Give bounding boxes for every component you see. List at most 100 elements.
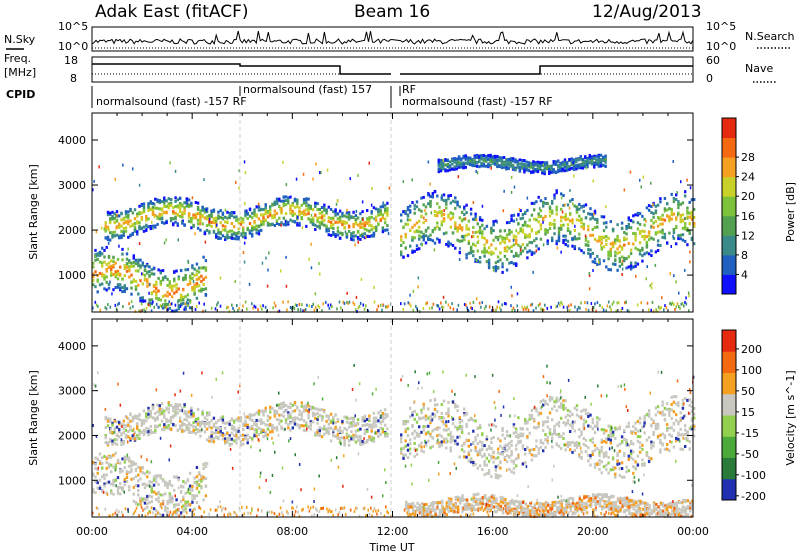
echo-cell bbox=[165, 407, 168, 411]
echo-cell bbox=[544, 201, 547, 205]
freq-line bbox=[92, 63, 693, 75]
echo-cell bbox=[379, 212, 382, 215]
echo-cell bbox=[496, 158, 499, 162]
echo-cell bbox=[193, 292, 196, 296]
echo-cell bbox=[239, 434, 243, 438]
echo-cell bbox=[620, 255, 624, 259]
echo-cell bbox=[668, 215, 671, 219]
echo-cell bbox=[521, 223, 525, 227]
echo-cell bbox=[137, 292, 140, 296]
echo-cell bbox=[354, 422, 358, 426]
echo-cell bbox=[157, 268, 160, 272]
nsky-trace bbox=[91, 30, 694, 49]
echo-cell bbox=[138, 309, 140, 313]
echo-cell bbox=[202, 255, 205, 259]
echo-cell bbox=[460, 444, 464, 448]
echo-cell bbox=[569, 308, 571, 312]
echo-cell bbox=[659, 244, 662, 247]
echo-cell bbox=[447, 400, 450, 404]
echo-cell bbox=[440, 195, 443, 199]
echo-cell bbox=[122, 431, 125, 435]
echo-cell bbox=[150, 500, 153, 504]
echo-cell bbox=[650, 225, 652, 229]
echo-cell bbox=[235, 418, 238, 422]
echo-cell bbox=[356, 439, 360, 442]
echo-cell bbox=[454, 221, 457, 225]
echo-cell bbox=[451, 417, 455, 421]
echo-cell bbox=[510, 451, 513, 455]
echo-cell bbox=[163, 409, 166, 413]
echo-cell bbox=[215, 426, 218, 430]
echo-cell bbox=[298, 206, 301, 210]
echo-cell bbox=[634, 213, 637, 217]
echo-cell bbox=[481, 235, 484, 239]
echo-cell bbox=[439, 162, 443, 166]
echo-cell bbox=[526, 208, 529, 212]
echo-cell bbox=[95, 303, 98, 307]
echo-cell bbox=[147, 202, 150, 206]
echo-cell bbox=[181, 215, 184, 219]
echo-cell bbox=[472, 217, 475, 221]
echo-cell bbox=[108, 228, 110, 232]
echo-cell bbox=[190, 226, 193, 230]
echo-cell bbox=[449, 194, 452, 197]
echo-cell bbox=[314, 416, 317, 420]
echo-cell bbox=[202, 477, 205, 481]
echo-cell bbox=[433, 413, 437, 417]
echo-cell bbox=[271, 424, 274, 428]
echo-cell bbox=[217, 228, 220, 232]
cpid-label: CPID bbox=[6, 88, 35, 101]
echo-cell bbox=[228, 236, 231, 239]
echo-cell bbox=[169, 217, 173, 220]
echo-cell bbox=[109, 221, 112, 225]
echo-cell bbox=[596, 220, 599, 224]
echo-cell bbox=[621, 259, 624, 263]
echo-cell bbox=[646, 301, 649, 305]
echo-cell bbox=[226, 431, 229, 435]
echo-cell bbox=[548, 227, 552, 230]
echo-cell bbox=[242, 433, 245, 437]
echo-cell bbox=[420, 411, 423, 415]
echo-cell bbox=[325, 419, 328, 423]
echo-cell bbox=[516, 165, 519, 169]
nsky-line bbox=[91, 30, 694, 48]
echo-cell bbox=[125, 470, 129, 474]
echo-cell bbox=[539, 227, 543, 231]
echo-cell bbox=[196, 205, 200, 209]
echo-cell bbox=[242, 231, 245, 235]
echo-cell bbox=[219, 426, 222, 430]
echo-cell bbox=[501, 426, 504, 430]
echo-cell bbox=[110, 491, 113, 495]
echo-cell bbox=[517, 440, 520, 444]
echo-cell bbox=[465, 227, 468, 231]
echo-cell bbox=[188, 488, 192, 492]
echo-cell bbox=[166, 294, 169, 298]
echo-cell bbox=[451, 244, 455, 247]
echo-cell bbox=[352, 424, 355, 428]
echo-cell bbox=[237, 217, 240, 221]
echo-cell bbox=[224, 439, 227, 443]
echo-cell bbox=[463, 217, 466, 221]
echo-cell bbox=[406, 456, 410, 460]
echo-cell bbox=[156, 222, 159, 226]
echo-cell bbox=[475, 169, 477, 173]
echo-cell bbox=[684, 194, 687, 198]
echo-cell bbox=[145, 412, 148, 416]
echo-cell bbox=[569, 212, 572, 216]
echo-cell bbox=[99, 308, 102, 312]
echo-cell bbox=[465, 438, 468, 442]
colorbar-swatch bbox=[722, 137, 736, 158]
echo-cell bbox=[509, 163, 513, 166]
echo-cell bbox=[92, 473, 95, 477]
echo-cell bbox=[212, 230, 216, 234]
freq-tick-top: 18 bbox=[64, 54, 78, 67]
echo-cell bbox=[627, 309, 630, 313]
echo-cell bbox=[269, 416, 272, 420]
echo-cell bbox=[386, 432, 389, 436]
echo-cell bbox=[243, 160, 246, 164]
echo-cell bbox=[654, 204, 658, 208]
echo-cell bbox=[384, 211, 387, 214]
echo-cell bbox=[318, 433, 321, 437]
echo-cell bbox=[113, 234, 116, 238]
echo-cell bbox=[515, 251, 518, 255]
